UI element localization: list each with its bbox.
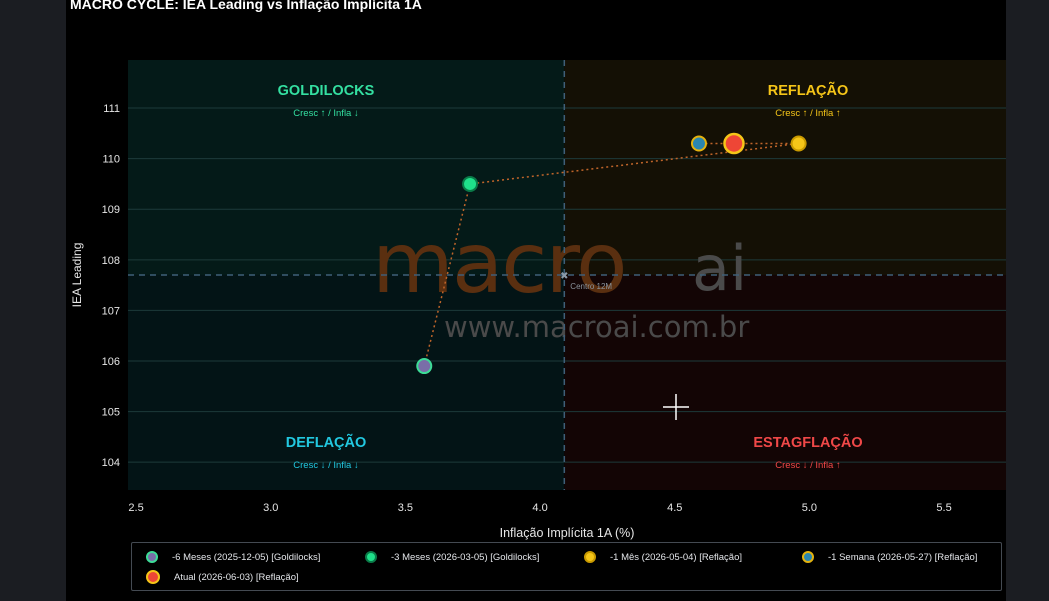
data-point-1 xyxy=(462,175,479,192)
legend-item[interactable]: -1 Mês (2026-05-04) [Reflação] xyxy=(584,551,742,563)
data-point-3 xyxy=(690,135,707,152)
legend-item[interactable]: -6 Meses (2025-12-05) [Goldilocks] xyxy=(146,551,320,563)
data-point-0 xyxy=(416,358,433,375)
legend-marker xyxy=(365,551,377,563)
quadrant-label-top-right: REFLAÇÃO xyxy=(768,81,849,99)
center-marker: ✖ xyxy=(560,271,568,282)
x-tick-label: 5.0 xyxy=(802,502,817,514)
quadrant-sub-top-left: Cresc ↑ / Infla ↓ xyxy=(293,108,358,119)
legend-marker xyxy=(802,551,814,563)
legend-label: -6 Meses (2025-12-05) [Goldilocks] xyxy=(172,551,321,563)
y-tick-label: 111 xyxy=(103,103,120,115)
y-tick-label: 107 xyxy=(102,305,120,317)
y-tick-label: 109 xyxy=(102,204,120,216)
legend-item[interactable]: -3 Meses (2026-03-05) [Goldilocks] xyxy=(365,551,539,563)
quadrant-sub-top-right: Cresc ↑ / Infla ↑ xyxy=(775,108,840,119)
legend-item[interactable]: -1 Semana (2026-05-27) [Reflação] xyxy=(802,551,977,563)
quadrant-sub-bottom-right: Cresc ↓ / Infla ↑ xyxy=(775,460,840,471)
legend-label: -1 Semana (2026-05-27) [Reflação] xyxy=(828,551,978,563)
legend-label: -1 Mês (2026-05-04) [Reflação] xyxy=(610,551,743,563)
watermark-url: www.macroai.com.br xyxy=(444,310,749,344)
data-point-4 xyxy=(723,132,745,155)
chart-title: MACRO CYCLE: IEA Leading vs Inflação Imp… xyxy=(70,0,422,12)
quadrant-label-top-left: GOLDILOCKS xyxy=(278,83,375,99)
quadrant-top-left-background xyxy=(128,60,565,275)
y-tick-label: 105 xyxy=(102,407,120,419)
x-tick-label: 2.5 xyxy=(128,502,143,514)
y-axis-title: IEA Leading xyxy=(70,243,84,308)
data-point-2 xyxy=(790,135,807,152)
legend-marker xyxy=(146,551,158,563)
chart-legend: -6 Meses (2025-12-05) [Goldilocks] -3 Mes… xyxy=(131,542,1002,591)
x-tick-label: 3.0 xyxy=(263,502,278,514)
legend-marker xyxy=(146,570,160,584)
center-label: Centro 12M xyxy=(570,282,612,291)
x-tick-label: 4.0 xyxy=(532,502,547,514)
y-tick-label: 108 xyxy=(102,255,120,267)
trajectory-path xyxy=(423,142,799,367)
x-tick-label: 5.5 xyxy=(936,502,951,514)
y-tick-label: 106 xyxy=(102,356,120,368)
y-tick-label: 104 xyxy=(102,457,120,469)
legend-item[interactable]: Atual (2026-06-03) [Reflação] xyxy=(146,570,299,584)
quadrant-bottom-right-background xyxy=(564,275,1006,490)
legend-label: -3 Meses (2026-03-05) [Goldilocks] xyxy=(391,551,540,563)
quadrant-top-right-background xyxy=(564,60,1006,275)
y-tick-label: 110 xyxy=(102,154,120,166)
legend-label: Atual (2026-06-03) [Reflação] xyxy=(174,571,299,583)
legend-marker xyxy=(584,551,596,563)
quadrant-label-bottom-left: DEFLAÇÃO xyxy=(286,433,367,451)
x-tick-label: 4.5 xyxy=(667,502,682,514)
watermark-brand: macro xyxy=(372,214,626,312)
quadrant-sub-bottom-left: Cresc ↓ / Infla ↓ xyxy=(293,460,358,471)
quadrant-label-bottom-right: ESTAGFLAÇÃO xyxy=(753,433,862,451)
watermark-ai: ai xyxy=(692,232,747,305)
x-tick-label: 3.5 xyxy=(398,502,413,514)
x-axis-title: Inflação Implícita 1A (%) xyxy=(500,526,635,540)
watermark: macro ai www.macroai.com.br xyxy=(372,214,749,344)
